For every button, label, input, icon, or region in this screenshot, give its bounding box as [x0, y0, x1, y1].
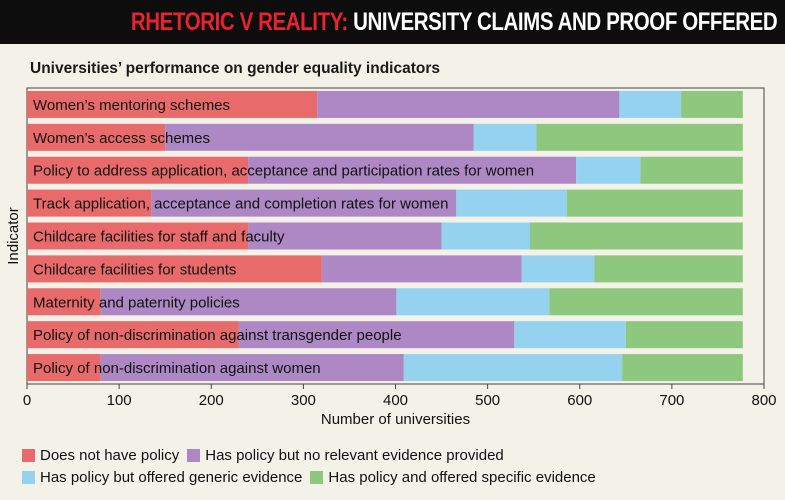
x-tick-label-800: 800: [751, 392, 776, 409]
header-title-rest: UNIVERSITY CLAIMS AND PROOF OFFERED: [347, 7, 778, 36]
bar-segment-6-1: [27, 255, 322, 283]
y-axis-title: Indicator: [5, 207, 22, 265]
legend-item-generic: Has policy but offered generic evidence: [22, 469, 302, 486]
x-tick-label-400: 400: [383, 392, 408, 409]
bar-segment-9-3: [403, 354, 623, 382]
legend-item-specific: Has policy and offered specific evidence: [310, 468, 596, 486]
x-tick-label-0: 0: [23, 392, 31, 409]
bar-segment-7-2: [100, 288, 397, 316]
bar-segment-2-2: [165, 123, 474, 151]
legend-label-specific: Has policy and offered specific evidence: [328, 468, 596, 486]
bar-segment-3-4: [640, 156, 743, 184]
bar-label-5: Childcare facilities for staff and facul…: [33, 229, 285, 246]
x-tick-label-300: 300: [291, 392, 316, 409]
bar-segment-9-1: [27, 354, 101, 382]
bar-segment-9-2: [100, 354, 404, 382]
legend-item-none: Does not have policy: [22, 447, 179, 464]
bar-segment-2-1: [27, 123, 166, 151]
bar-segment-1-3: [619, 90, 682, 118]
x-tick-label-500: 500: [475, 392, 500, 409]
bar-segment-6-4: [594, 255, 743, 283]
bar-segment-7-1: [27, 288, 101, 316]
bar-segment-8-4: [625, 321, 743, 349]
legend-label-no-evidence: Has policy but no relevant evidence prov…: [205, 446, 504, 464]
header-title-highlight: RHETORIC V REALITY:: [130, 7, 348, 36]
bar-segment-1-4: [681, 90, 743, 118]
x-tick-label-600: 600: [567, 392, 592, 409]
legend-row-1: Does not have policy Has policy but no r…: [22, 444, 782, 466]
bar-label-3: Policy to address application, acceptanc…: [33, 163, 534, 180]
bar-segment-7-3: [396, 288, 550, 316]
chart-legend: Does not have policy Has policy but no r…: [22, 444, 782, 488]
bar-label-1: Women’s mentoring schemes: [33, 97, 230, 114]
bar-segment-1-2: [317, 90, 620, 118]
legend-label-generic: Has policy but offered generic evidence: [40, 468, 303, 486]
legend-row-2: Has policy but offered generic evidence …: [22, 466, 782, 488]
bar-segment-1-1: [27, 90, 318, 118]
bar-label-2: Women’s access schemes: [33, 130, 210, 147]
header-banner: RHETORIC V REALITY: UNIVERSITY CLAIMS AN…: [0, 0, 785, 44]
bar-label-8: Policy of non-discrimination against tra…: [33, 327, 402, 344]
bar-segment-2-3: [473, 123, 537, 151]
bar-segment-5-4: [530, 222, 743, 250]
bar-segment-5-1: [27, 222, 249, 250]
x-tick-label-700: 700: [659, 392, 684, 409]
legend-item-no-evidence: Has policy but no relevant evidence prov…: [187, 447, 504, 464]
bar-segment-4-1: [27, 189, 152, 217]
x-tick-label-100: 100: [107, 392, 132, 409]
bar-segment-8-3: [514, 321, 626, 349]
legend-label-none: Does not have policy: [40, 446, 180, 464]
bar-segment-6-3: [521, 255, 595, 283]
bar-segment-8-1: [27, 321, 239, 349]
bar-segment-7-4: [549, 288, 743, 316]
bar-segment-2-4: [536, 123, 743, 151]
x-axis-title: Number of universities: [321, 411, 470, 428]
bar-label-9: Policy of non-discrimination against wom…: [33, 360, 321, 377]
bar-segment-4-4: [566, 189, 743, 217]
bar-segment-4-3: [456, 189, 567, 217]
bar-segment-6-2: [321, 255, 522, 283]
legend-swatch-none: [22, 448, 35, 462]
bar-segment-8-2: [238, 321, 515, 349]
legend-swatch-specific: [310, 470, 324, 484]
legend-swatch-generic: [22, 470, 35, 484]
header-title: RHETORIC V REALITY: UNIVERSITY CLAIMS AN…: [130, 7, 778, 37]
bar-segment-5-3: [441, 222, 531, 250]
bar-segment-3-2: [248, 156, 577, 184]
bar-label-6: Childcare facilities for students: [33, 261, 236, 278]
bar-segment-3-3: [576, 156, 641, 184]
bar-segment-5-2: [248, 222, 442, 250]
chart-title: Universities’ performance on gender equa…: [30, 60, 441, 77]
bar-segment-4-2: [151, 189, 457, 217]
bar-segment-9-4: [622, 354, 743, 382]
bar-segment-3-1: [27, 156, 249, 184]
x-tick-label-200: 200: [199, 392, 224, 409]
bar-label-4: Track application, acceptance and comple…: [33, 196, 449, 213]
bar-label-7: Maternity and paternity policies: [33, 294, 240, 311]
legend-swatch-no-evidence: [187, 448, 201, 462]
